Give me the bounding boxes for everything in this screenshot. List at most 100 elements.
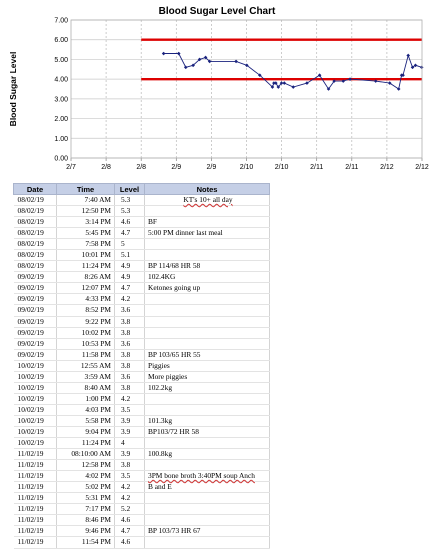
level-cell: 4.7 bbox=[114, 525, 145, 538]
date-cell: 09/02/19 bbox=[13, 293, 57, 306]
table-row: 08/02/19 3:14 PM 4.6 BF bbox=[13, 216, 270, 229]
table-row: 11/02/19 12:58 PM 3.8 bbox=[13, 459, 270, 472]
axis-layer: 0.00 1.00 2.00 3.00 4.00 5.00 6.00 7.00 2/7 2/8 2/… bbox=[54, 18, 429, 172]
notes-cell: 100.8kg bbox=[144, 448, 270, 461]
level-cell: 3.8 bbox=[114, 316, 145, 328]
time-cell: 08:10:00 AM bbox=[56, 448, 115, 461]
date-cell: 10/02/19 bbox=[13, 404, 57, 416]
table-row: 10/02/19 4:03 PM 3.5 bbox=[13, 404, 270, 416]
data-point bbox=[396, 87, 401, 91]
plot-frame bbox=[70, 19, 423, 159]
date-cell: 09/02/19 bbox=[13, 271, 57, 284]
level-cell: 3.8 bbox=[114, 459, 145, 472]
level-cell: 4.2 bbox=[114, 481, 145, 494]
time-cell: 9:04 PM bbox=[56, 426, 115, 439]
date-cell: 09/02/19 bbox=[13, 304, 57, 317]
time-cell: 9:46 PM bbox=[56, 525, 115, 538]
date-cell: 08/02/19 bbox=[13, 227, 57, 240]
notes-cell: 5:00 PM dinner last meal bbox=[144, 227, 270, 240]
data-point bbox=[272, 81, 276, 85]
data-point bbox=[197, 57, 202, 62]
data-point bbox=[270, 85, 275, 89]
level-cell: 3.5 bbox=[114, 404, 145, 416]
date-cell: 11/02/19 bbox=[13, 492, 57, 505]
date-cell: 09/02/19 bbox=[13, 327, 57, 339]
data-point bbox=[183, 65, 188, 70]
chart-canvas: Blood Sugar Level Chart Blood Sugar Leve… bbox=[8, 6, 429, 172]
date-cell: 10/02/19 bbox=[13, 393, 57, 405]
data-point bbox=[234, 59, 238, 64]
time-cell: 10:01 PM bbox=[56, 249, 115, 262]
table-row: 11/02/19 8:46 PM 4.6 bbox=[13, 514, 270, 527]
data-point bbox=[291, 85, 296, 89]
table-row: 11/02/19 11:54 PM 4.6 bbox=[13, 536, 270, 549]
data-point bbox=[279, 81, 284, 85]
table-row: 09/02/19 12:07 PM 4.7 Ketones going up bbox=[13, 282, 270, 295]
notes-cell: 102.2kg bbox=[144, 382, 270, 394]
level-cell: 3.9 bbox=[114, 415, 145, 427]
level-cell: 3.8 bbox=[114, 360, 145, 372]
table-row: 09/02/19 10:02 PM 3.8 bbox=[13, 327, 270, 339]
notes-cell bbox=[144, 205, 270, 218]
level-cell: 3.8 bbox=[114, 327, 145, 339]
notes-cell: 3PM bone broth 3:40PM soup Anch bbox=[144, 470, 270, 483]
date-cell: 11/02/19 bbox=[13, 514, 57, 527]
level-cell: 3.6 bbox=[114, 371, 145, 383]
date-cell: 10/02/19 bbox=[13, 426, 57, 439]
level-cell: 4.6 bbox=[114, 536, 145, 549]
table-row: 10/02/19 12:55 AM 3.8 Piggies bbox=[13, 360, 270, 372]
x-tick-label: 2/12 bbox=[380, 164, 394, 171]
level-cell: 3.8 bbox=[114, 349, 145, 361]
time-cell: 8:52 PM bbox=[56, 304, 115, 317]
level-cell: 3.9 bbox=[114, 426, 145, 439]
data-point bbox=[348, 77, 352, 81]
notes-cell: BP 114/68 HR 58 bbox=[144, 260, 270, 273]
data-point bbox=[305, 81, 309, 85]
time-cell: 7:40 AM bbox=[56, 194, 115, 207]
time-cell: 5:02 PM bbox=[56, 481, 115, 494]
table-row: 11/02/19 4:02 PM 3.5 3PM bone broth 3:40PM … bbox=[13, 470, 270, 483]
notes-cell bbox=[144, 304, 270, 317]
table-row: 10/02/19 3:59 AM 3.6 More piggies bbox=[13, 371, 270, 383]
data-point bbox=[317, 73, 322, 77]
chart-title: Blood Sugar Level Chart bbox=[159, 6, 276, 17]
table-row: 08/02/19 10:01 PM 5.1 bbox=[13, 249, 270, 262]
level-cell: 3.9 bbox=[114, 448, 145, 461]
notes-cell bbox=[144, 404, 270, 416]
table-row: 09/02/19 8:52 PM 3.6 bbox=[13, 304, 270, 317]
notes-cell bbox=[144, 459, 270, 472]
data-point bbox=[413, 63, 418, 68]
y-tick-label: 0.00 bbox=[54, 156, 68, 163]
notes-cell: KT's 10+ all day bbox=[144, 194, 270, 207]
blood-sugar-chart: Blood Sugar Level Chart Blood Sugar Leve… bbox=[0, 0, 434, 180]
data-point bbox=[406, 53, 411, 58]
date-cell: 11/02/19 bbox=[13, 448, 57, 461]
notes-cell: Ketones going up bbox=[144, 282, 270, 295]
table-row: 09/02/19 10:53 PM 3.6 bbox=[13, 338, 270, 350]
x-tick-label: 2/9 bbox=[207, 164, 217, 171]
table-row: 10/02/19 11:24 PM 4 bbox=[13, 437, 270, 450]
data-point bbox=[410, 65, 415, 70]
time-cell: 7:58 PM bbox=[56, 238, 115, 251]
table-row: 11/02/19 5:02 PM 4.2 B and E bbox=[13, 481, 270, 494]
level-cell: 5.1 bbox=[114, 249, 145, 262]
notes-cell: BF bbox=[144, 216, 270, 229]
notes-cell: Piggies bbox=[144, 360, 270, 372]
data-point bbox=[341, 79, 346, 83]
table-row: 09/02/19 4:33 PM 4.2 bbox=[13, 293, 270, 306]
notes-cell bbox=[144, 503, 270, 516]
header-time: Time bbox=[56, 183, 115, 195]
x-tick-label: 2/11 bbox=[345, 164, 358, 171]
time-cell: 3:14 PM bbox=[56, 216, 115, 229]
table-row: 11/02/19 08:10:00 AM 3.9 100.8kg bbox=[13, 448, 270, 461]
blood-sugar-log-table: Date Time Level Notes 08/02/19 7:40 AM 5.3… bbox=[13, 183, 270, 549]
x-tick-label: 2/10 bbox=[240, 164, 254, 171]
y-tick-label: 4.00 bbox=[54, 77, 68, 84]
time-cell: 9:22 PM bbox=[56, 316, 115, 328]
data-point bbox=[276, 85, 281, 89]
date-cell: 11/02/19 bbox=[13, 481, 57, 494]
table-row: 10/02/19 9:04 PM 3.9 BP103/72 HR 58 bbox=[13, 426, 270, 439]
data-point bbox=[387, 81, 392, 85]
data-point bbox=[274, 81, 278, 85]
level-cell: 4.6 bbox=[114, 514, 145, 527]
